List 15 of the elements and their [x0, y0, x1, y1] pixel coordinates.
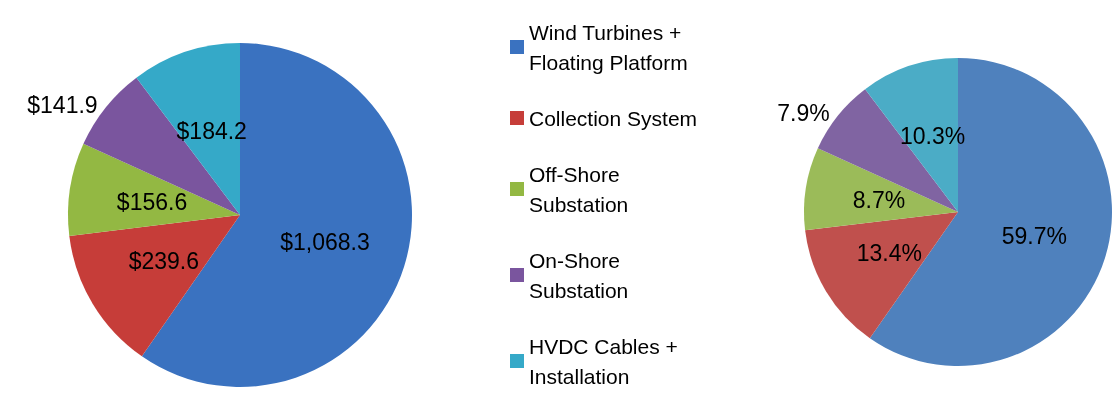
data-label: $1,068.3	[280, 228, 370, 255]
data-label: 59.7%	[1001, 223, 1067, 249]
legend-label: Off-Shore Substation	[529, 162, 629, 216]
data-label: 10.3%	[899, 123, 966, 150]
data-label: 7.9%	[777, 100, 830, 127]
data-label: 8.7%	[852, 186, 906, 213]
legend-label: Wind Turbines + Floating Platform	[529, 20, 688, 74]
data-label: $184.2	[176, 117, 247, 144]
data-label: $239.6	[128, 248, 199, 275]
data-label: $141.9	[27, 91, 98, 118]
legend-label: Collection System	[529, 106, 698, 130]
legend-label: HVDC Cables + Installation	[529, 334, 684, 388]
data-label: $156.6	[116, 188, 188, 215]
data-label: 13.4%	[856, 240, 923, 267]
legend-label: On-Shore Substation	[529, 248, 629, 302]
